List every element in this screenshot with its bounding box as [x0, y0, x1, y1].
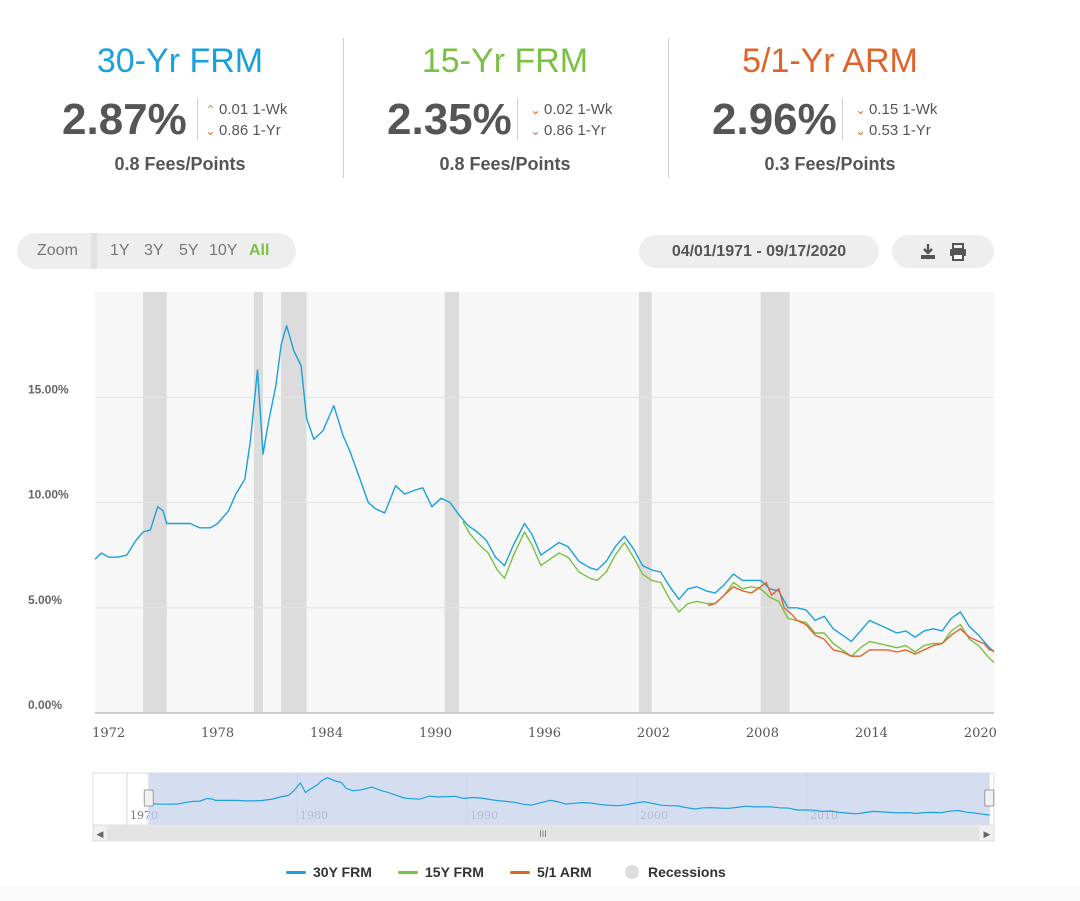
column-divider [343, 38, 344, 178]
fees-points: 0.8 Fees/Points [439, 154, 571, 174]
y-tick-label: 15.00% [28, 382, 69, 396]
rate-title: 5/1-Yr ARM [742, 42, 918, 80]
navigator-handle-right[interactable] [984, 789, 995, 807]
legend-item-recessions[interactable]: Recessions [625, 863, 735, 883]
rate-value: 2.96% [712, 95, 837, 144]
series-lines [94, 325, 995, 664]
yearly-change-text: 0.53 1-Yr [869, 122, 931, 139]
navigator-line [148, 777, 990, 816]
weekly-change: ⌃ 0.01 1-Wk [204, 101, 287, 118]
x-tick-label: 2014 [855, 726, 888, 741]
yearly-change: ⌄ 0.86 1-Yr [204, 122, 281, 139]
yearly-change: ⌄ 0.53 1-Yr [854, 122, 931, 139]
y-axis-labels: 0.00% 5.00% 10.00% 15.00% [28, 382, 69, 712]
navigator-handle-left[interactable] [143, 789, 154, 807]
fees-points: 0.3 Fees/Points [764, 154, 896, 174]
yearly-change-text: 0.86 1-Yr [219, 122, 281, 139]
rate-title: 30-Yr FRM [96, 42, 264, 80]
x-tick-label: 1978 [201, 726, 234, 741]
scroll-left-icon[interactable]: ◀ [97, 829, 104, 839]
arrow-down-icon: ⌄ [205, 124, 216, 138]
zoom-all-button[interactable]: All [249, 242, 270, 259]
mortgage-rate-chart[interactable]: 0.00%5.00%10.00%15.00% 1972 1978 1984 1990 1… [0, 285, 1080, 745]
x-tick-label: 2020 [964, 726, 997, 741]
rate-card-arm: 5/1-Yr ARM 2.96% ⌄ 0.15 1-Wk ⌄ 0.53 1-Yr 0… [670, 40, 990, 190]
arrow-up-icon: ⌃ [205, 103, 216, 117]
zoom-5y-button[interactable]: 5Y [179, 242, 199, 259]
legend-item-30y[interactable]: 30Y FRM [286, 863, 386, 883]
rate-separator [842, 98, 843, 140]
arrow-down-icon: ⌄ [530, 124, 541, 138]
weekly-change-text: 0.02 1-Wk [544, 101, 613, 118]
legend-swatch-15y [398, 871, 418, 874]
range-navigator[interactable]: 19701980199020002010 ◀ ▶ III [0, 770, 1080, 845]
zoom-10y-button[interactable]: 10Y [209, 242, 238, 259]
rate-card-15yr: 15-Yr FRM 2.35% ⌄ 0.02 1-Wk ⌄ 0.86 1-Yr 0.… [345, 40, 665, 190]
legend-label: 30Y FRM [313, 864, 372, 880]
x-tick-label: 2002 [637, 726, 670, 741]
chart-tools [892, 235, 994, 268]
x-tick-label: 1996 [528, 726, 561, 741]
legend-item-arm[interactable]: 5/1 ARM [510, 863, 610, 883]
legend-label: 15Y FRM [425, 864, 484, 880]
zoom-1y-button[interactable]: 1Y [110, 242, 130, 259]
rate-separator [197, 98, 198, 140]
column-divider [668, 38, 669, 178]
date-range-display[interactable]: 04/01/1971 - 09/17/2020 [639, 235, 879, 268]
zoom-3y-button[interactable]: 3Y [144, 242, 164, 259]
x-tick-label: 1984 [310, 726, 343, 741]
rate-title: 15-Yr FRM [421, 42, 589, 80]
footer-band [0, 886, 1080, 901]
scrollbar-thumb[interactable] [107, 826, 979, 840]
legend-swatch-30y [286, 871, 306, 874]
series-line-15y-frm[interactable] [462, 521, 995, 664]
rate-separator [517, 98, 518, 140]
rate-value: 2.87% [62, 95, 187, 144]
x-axis-labels: 1972 1978 1984 1990 1996 2002 2008 2014 2020 [92, 726, 997, 741]
yearly-change-text: 0.86 1-Yr [544, 122, 606, 139]
rate-summary: 30-Yr FRM 2.87% ⌃ 0.01 1-Wk ⌄ 0.86 1-Yr 0.… [0, 0, 1080, 190]
weekly-change: ⌄ 0.15 1-Wk [854, 101, 937, 118]
arrow-down-icon: ⌄ [855, 103, 866, 117]
legend-item-15y[interactable]: 15Y FRM [398, 863, 498, 883]
weekly-change-text: 0.01 1-Wk [219, 101, 288, 118]
zoom-separator [91, 233, 97, 269]
yearly-change: ⌄ 0.86 1-Yr [529, 122, 606, 139]
scroll-right-icon[interactable]: ▶ [984, 829, 991, 839]
navigator-selection[interactable] [148, 773, 990, 825]
arrow-down-icon: ⌄ [855, 124, 866, 138]
legend-label: 5/1 ARM [537, 864, 592, 880]
series-line-5-1-arm[interactable] [707, 581, 995, 657]
rate-value: 2.35% [387, 95, 512, 144]
gridlines [95, 396, 994, 714]
download-icon[interactable] [918, 242, 938, 262]
x-tick-label: 1972 [92, 726, 125, 741]
fees-points: 0.8 Fees/Points [114, 154, 246, 174]
y-tick-label: 10.00% [28, 488, 69, 502]
zoom-bar: Zoom 1Y 3Y 5Y 10Y All [17, 233, 296, 269]
zoom-label: Zoom [37, 242, 78, 259]
weekly-change-text: 0.15 1-Wk [869, 101, 938, 118]
y-tick-label: 5.00% [28, 593, 62, 607]
legend-recession-dot [625, 865, 639, 879]
weekly-change: ⌄ 0.02 1-Wk [529, 101, 612, 118]
x-tick-label: 1990 [419, 726, 452, 741]
y-tick-label: 0.00% [28, 698, 62, 712]
legend-label: Recessions [648, 864, 726, 880]
arrow-down-icon: ⌄ [530, 103, 541, 117]
chart-legend: 30Y FRM 15Y FRM 5/1 ARM Recessions [0, 858, 1080, 886]
print-icon[interactable] [948, 242, 968, 262]
series-line-30y-frm[interactable] [94, 325, 995, 653]
rate-card-30yr: 30-Yr FRM 2.87% ⌃ 0.01 1-Wk ⌄ 0.86 1-Yr 0.… [20, 40, 340, 190]
legend-swatch-arm [510, 871, 530, 874]
scroll-grip-icon[interactable]: III [539, 829, 547, 839]
x-tick-label: 2008 [746, 726, 779, 741]
